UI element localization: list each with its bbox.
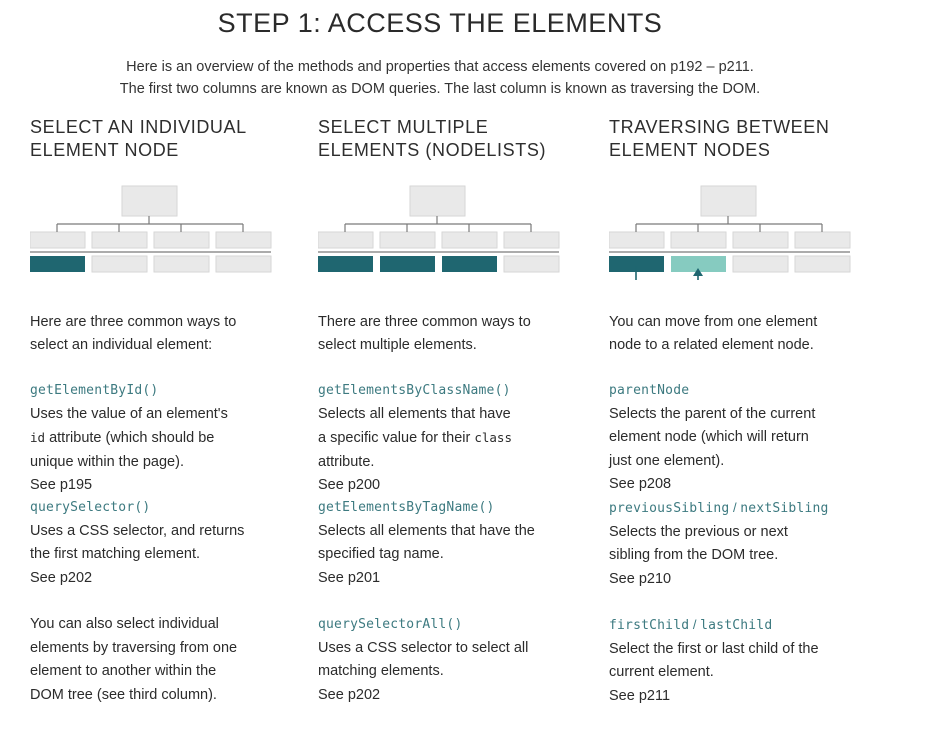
- entry-line: DOM tree (see third column).: [30, 686, 217, 703]
- page-reference: See p200: [318, 477, 381, 493]
- entry-line: Uses a CSS selector, and returns: [30, 522, 245, 539]
- column-description: Here are three common ways to select an …: [30, 311, 300, 357]
- desc-line: Here are three common ways to: [30, 314, 237, 330]
- dom-tree-diagram: [30, 185, 272, 273]
- entry-getelementsbytagname: getElementsByTagName() Selects all eleme…: [318, 496, 598, 590]
- column-description: There are three common ways to select mu…: [318, 311, 588, 357]
- property-name: previousSibling / nextSibling: [609, 496, 889, 521]
- entry-line: Selects all elements that have: [318, 405, 511, 422]
- entry-line: the first matching element.: [30, 546, 201, 562]
- entry-line: Selects the parent of the current: [609, 405, 816, 422]
- entry-line: Uses a CSS selector to select all: [318, 639, 529, 656]
- property-code: previousSibling: [609, 501, 730, 516]
- desc-line: You can move from one element: [609, 314, 818, 330]
- entry-line: a specific value for their class: [318, 426, 598, 451]
- heading-line-1: TRAVERSING BETWEEN: [609, 117, 830, 137]
- page-reference: See p210: [609, 570, 672, 587]
- entry-getelementbyid: getElementById() Uses the value of an el…: [30, 379, 310, 498]
- property-code: lastChild: [700, 618, 773, 633]
- entry-line: current element.: [609, 664, 714, 680]
- inline-code: id: [30, 430, 46, 445]
- method-name: getElementById(): [30, 383, 159, 398]
- column-traversing: TRAVERSING BETWEEN ELEMENT NODES You can…: [609, 116, 879, 704]
- page-reference: See p201: [318, 569, 381, 586]
- entry-siblings: previousSibling / nextSibling Selects th…: [609, 496, 889, 591]
- entry-line: just one element).: [609, 452, 725, 469]
- page-reference: See p211: [609, 687, 671, 704]
- entry-line: Select the first or last child of the: [609, 640, 819, 657]
- property-name: parentNode: [609, 383, 690, 398]
- selected-node: [30, 256, 85, 272]
- target-node: [671, 256, 726, 272]
- entry-line: matching elements.: [318, 663, 444, 679]
- intro-text: Here is an overview of the methods and p…: [0, 56, 880, 100]
- heading-line-1: SELECT AN INDIVIDUAL: [30, 117, 247, 137]
- entry-line: unique within the page).: [30, 453, 184, 470]
- entry-line: elements by traversing from one: [30, 639, 238, 656]
- selected-node: [380, 256, 435, 272]
- property-code: nextSibling: [740, 501, 829, 516]
- entry-parentnode: parentNode Selects the parent of the cur…: [609, 379, 889, 497]
- heading-line-2: ELEMENT NODE: [30, 140, 179, 160]
- entry-getelementsbyclassname: getElementsByClassName() Selects all ele…: [318, 379, 598, 498]
- page-title: STEP 1: ACCESS THE ELEMENTS: [217, 8, 663, 38]
- entry-line: attribute.: [318, 453, 375, 470]
- arrowhead: [693, 268, 703, 276]
- separator: /: [729, 500, 741, 515]
- heading-line-2: ELEMENT NODES: [609, 140, 771, 160]
- entry-line: element node (which will return: [609, 429, 809, 445]
- entry-line: Uses the value of an element's: [30, 405, 228, 422]
- entry-line: sibling from the DOM tree.: [609, 547, 779, 563]
- method-name: querySelector(): [30, 500, 151, 515]
- method-name: querySelectorAll(): [318, 617, 463, 632]
- dom-tree-diagram: [318, 185, 560, 273]
- entry-text: attribute (which should be: [45, 430, 215, 446]
- intro-line-1: Here is an overview of the methods and p…: [126, 59, 754, 75]
- desc-line: node to a related element node.: [609, 337, 814, 353]
- page-reference: See p202: [318, 686, 381, 703]
- dom-tree-diagram: [609, 185, 851, 280]
- entry-line: id attribute (which should be: [30, 426, 310, 451]
- desc-line: select multiple elements.: [318, 337, 477, 353]
- desc-line: There are three common ways to: [318, 314, 531, 330]
- column-description: You can move from one element node to a …: [609, 311, 879, 357]
- inline-code: class: [474, 430, 512, 445]
- entry-line: Selects all elements that have the: [318, 522, 535, 539]
- entry-queryselectorall: querySelectorAll() Uses a CSS selector t…: [318, 613, 598, 707]
- entry-queryselector: querySelector() Uses a CSS selector, and…: [30, 496, 310, 590]
- desc-line: select an individual element:: [30, 337, 213, 353]
- selected-node: [442, 256, 497, 272]
- separator: /: [689, 617, 701, 632]
- column-heading: SELECT AN INDIVIDUAL ELEMENT NODE: [30, 116, 300, 166]
- entry-line: Selects the previous or next: [609, 523, 788, 540]
- column-individual: SELECT AN INDIVIDUAL ELEMENT NODE Here a…: [30, 116, 300, 703]
- heading-line-1: SELECT MULTIPLE: [318, 117, 489, 137]
- method-name: getElementsByClassName(): [318, 383, 511, 398]
- intro-line-2: The first two columns are known as DOM q…: [119, 81, 761, 97]
- entry-note: You can also select individual elements …: [30, 613, 310, 707]
- entry-line: element to another within the: [30, 663, 217, 679]
- property-code: firstChild: [609, 618, 690, 633]
- column-heading: SELECT MULTIPLE ELEMENTS (NODELISTS): [318, 116, 588, 166]
- entry-line: You can also select individual: [30, 616, 219, 632]
- column-heading: TRAVERSING BETWEEN ELEMENT NODES: [609, 116, 879, 166]
- page-reference: See p202: [30, 569, 93, 586]
- entry-text: a specific value for their: [318, 430, 475, 446]
- entry-line: specified tag name.: [318, 546, 444, 562]
- method-name: getElementsByTagName(): [318, 500, 495, 515]
- page-reference: See p208: [609, 476, 672, 492]
- selected-node: [318, 256, 373, 272]
- heading-line-2: ELEMENTS (NODELISTS): [318, 140, 547, 160]
- page-reference: See p195: [30, 477, 93, 493]
- property-name: firstChild / lastChild: [609, 613, 889, 638]
- entry-children: firstChild / lastChild Select the first …: [609, 613, 889, 708]
- start-node: [609, 256, 664, 272]
- column-multiple: SELECT MULTIPLE ELEMENTS (NODELISTS) The…: [318, 116, 588, 703]
